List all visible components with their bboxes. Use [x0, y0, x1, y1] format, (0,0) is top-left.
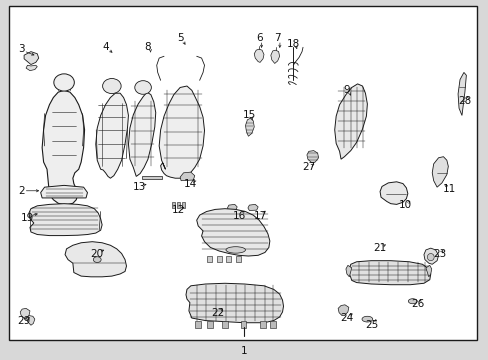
Polygon shape [206, 256, 211, 262]
Polygon shape [227, 204, 237, 211]
Polygon shape [196, 209, 269, 256]
Polygon shape [334, 84, 366, 159]
Text: 12: 12 [172, 206, 185, 216]
Text: 19: 19 [21, 213, 34, 222]
Polygon shape [425, 265, 431, 277]
Polygon shape [254, 49, 264, 62]
Text: 1: 1 [241, 346, 247, 356]
Text: 20: 20 [90, 248, 103, 258]
Polygon shape [348, 261, 430, 285]
Polygon shape [379, 182, 407, 204]
Polygon shape [207, 320, 213, 328]
Polygon shape [260, 320, 265, 328]
Text: 21: 21 [373, 243, 386, 253]
Polygon shape [269, 320, 275, 328]
Polygon shape [177, 202, 180, 208]
Text: 2: 2 [18, 186, 24, 196]
Text: 11: 11 [442, 184, 455, 194]
Ellipse shape [102, 78, 121, 94]
Polygon shape [182, 202, 184, 208]
Text: 23: 23 [432, 248, 445, 258]
Text: 16: 16 [232, 211, 246, 221]
Ellipse shape [361, 316, 372, 322]
Ellipse shape [54, 74, 74, 91]
Polygon shape [24, 51, 39, 64]
Ellipse shape [427, 253, 433, 261]
Ellipse shape [407, 299, 416, 304]
Text: 28: 28 [457, 96, 470, 106]
Text: 24: 24 [340, 313, 353, 323]
Polygon shape [42, 90, 84, 204]
Polygon shape [26, 65, 37, 71]
Polygon shape [306, 150, 318, 163]
Polygon shape [270, 50, 279, 63]
Text: 15: 15 [242, 111, 256, 121]
Polygon shape [457, 72, 466, 116]
Text: 3: 3 [18, 44, 24, 54]
Polygon shape [41, 185, 87, 198]
Polygon shape [172, 202, 175, 208]
Polygon shape [226, 256, 231, 262]
Text: 8: 8 [144, 42, 151, 52]
Text: 4: 4 [102, 42, 109, 52]
Polygon shape [159, 86, 204, 178]
Polygon shape [185, 283, 283, 323]
Text: 5: 5 [177, 33, 183, 43]
Text: 14: 14 [184, 179, 197, 189]
Polygon shape [222, 320, 227, 328]
Polygon shape [195, 320, 201, 328]
Text: 22: 22 [211, 308, 224, 318]
Polygon shape [236, 256, 241, 262]
Text: 25: 25 [365, 320, 378, 329]
Polygon shape [247, 204, 258, 211]
Polygon shape [216, 256, 221, 262]
Text: 18: 18 [286, 39, 299, 49]
Polygon shape [96, 93, 128, 178]
Polygon shape [345, 265, 351, 277]
Ellipse shape [135, 81, 151, 94]
Polygon shape [423, 248, 438, 264]
Polygon shape [65, 242, 126, 277]
Text: 7: 7 [274, 33, 281, 43]
Text: 13: 13 [133, 182, 146, 192]
Polygon shape [245, 118, 254, 136]
Polygon shape [20, 309, 30, 319]
Polygon shape [142, 176, 161, 179]
Text: 6: 6 [255, 33, 262, 43]
Polygon shape [431, 157, 447, 187]
Text: 27: 27 [302, 162, 315, 172]
Polygon shape [128, 92, 156, 176]
Text: 10: 10 [398, 200, 411, 210]
Text: 9: 9 [343, 85, 349, 95]
Polygon shape [29, 204, 102, 235]
Text: 17: 17 [253, 211, 266, 221]
Text: 26: 26 [410, 299, 424, 309]
Polygon shape [180, 172, 194, 181]
Ellipse shape [225, 247, 245, 253]
Polygon shape [337, 305, 348, 316]
Text: 29: 29 [18, 316, 31, 326]
Circle shape [93, 257, 101, 262]
FancyBboxPatch shape [9, 6, 476, 339]
Polygon shape [26, 316, 35, 325]
Polygon shape [240, 320, 246, 328]
